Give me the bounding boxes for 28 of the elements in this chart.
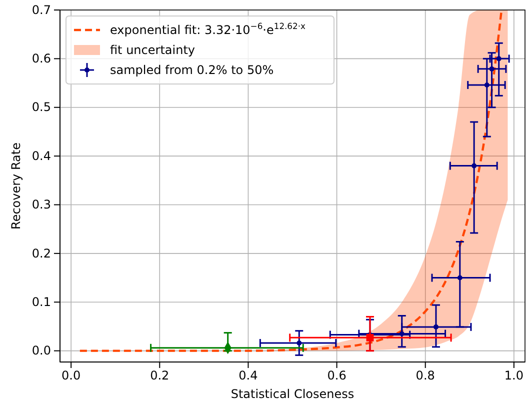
- y-tick-label: 0.0: [32, 344, 51, 358]
- y-tick-label: 0.4: [32, 148, 51, 163]
- point: [484, 82, 490, 88]
- y-tick-label: 0.6: [32, 52, 51, 66]
- x-axis-title: Statistical Closeness: [230, 387, 354, 401]
- y-tick-label: 0.1: [32, 294, 51, 309]
- point: [457, 275, 462, 280]
- annotation: fit uncertainty: [110, 43, 196, 57]
- point: [433, 324, 439, 330]
- point: [399, 331, 404, 336]
- x-tick-label: 0.8: [416, 368, 435, 383]
- point: [472, 163, 477, 168]
- x-tick-label: 0.6: [327, 368, 346, 383]
- x-tick-label: 1.0: [504, 368, 524, 383]
- x-tick-label: 0.0: [62, 368, 81, 383]
- x-tick-label: 0.2: [150, 368, 170, 383]
- point: [296, 340, 302, 346]
- point: [489, 66, 494, 72]
- y-axis-title: Recovery Rate: [9, 142, 23, 230]
- y-tick-label: 0.7: [32, 2, 51, 17]
- legend-label: exponential fit: 3.32·10$^{−6}$·e$^{12.62·x}$: [110, 21, 306, 37]
- x-tick-label: 0.4: [238, 368, 258, 383]
- y-tick-label: 0.2: [32, 246, 51, 260]
- legend-label: sampled from 0.2% to 50%: [110, 63, 274, 77]
- y-tick-label: 0.3: [32, 198, 51, 212]
- point: [496, 56, 502, 62]
- y-tick-label: 0.5: [32, 100, 51, 114]
- point: [366, 334, 374, 342]
